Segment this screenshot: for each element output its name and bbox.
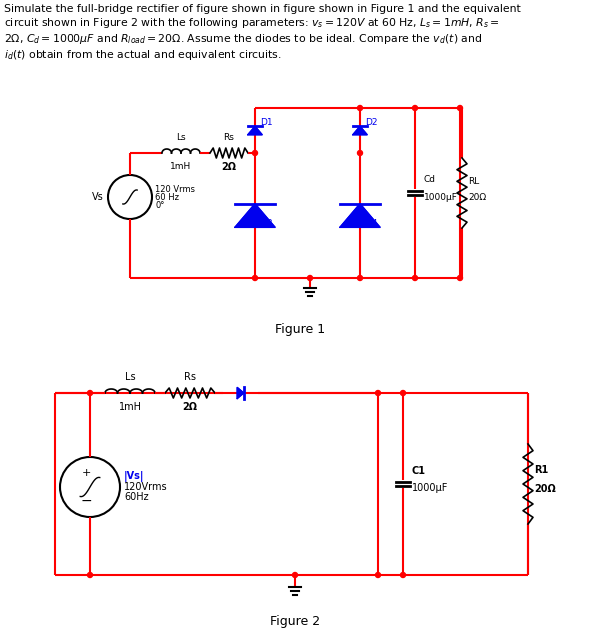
Text: 20Ω: 20Ω bbox=[468, 194, 486, 203]
Circle shape bbox=[293, 572, 297, 577]
Text: C1: C1 bbox=[412, 466, 426, 476]
Text: Figure 1: Figure 1 bbox=[275, 323, 325, 337]
Text: D4: D4 bbox=[365, 219, 377, 228]
Text: Vs: Vs bbox=[92, 192, 104, 202]
Circle shape bbox=[412, 275, 418, 280]
Polygon shape bbox=[248, 126, 262, 135]
Text: |Vs|: |Vs| bbox=[124, 472, 144, 482]
Text: RL: RL bbox=[468, 177, 479, 185]
Circle shape bbox=[376, 391, 380, 396]
Polygon shape bbox=[235, 204, 275, 227]
Circle shape bbox=[358, 275, 362, 280]
Circle shape bbox=[412, 106, 418, 111]
Text: 20Ω: 20Ω bbox=[534, 484, 556, 494]
Circle shape bbox=[400, 572, 406, 577]
Circle shape bbox=[88, 572, 93, 577]
Text: Simulate the full-bridge rectifier of figure shown in figure shown in Figure 1 a: Simulate the full-bridge rectifier of fi… bbox=[4, 4, 520, 62]
Text: D3: D3 bbox=[260, 219, 273, 228]
Text: 60 Hz: 60 Hz bbox=[155, 194, 179, 203]
Circle shape bbox=[358, 151, 362, 156]
Text: 2Ω: 2Ω bbox=[183, 402, 198, 412]
Circle shape bbox=[457, 275, 463, 280]
Text: Ls: Ls bbox=[176, 133, 186, 142]
Text: 120 Vrms: 120 Vrms bbox=[155, 185, 195, 194]
Circle shape bbox=[400, 391, 406, 396]
Text: R1: R1 bbox=[534, 465, 548, 475]
Polygon shape bbox=[340, 204, 380, 227]
Text: 2Ω: 2Ω bbox=[222, 162, 237, 172]
Text: D1: D1 bbox=[260, 118, 273, 127]
Text: Rs: Rs bbox=[224, 133, 234, 142]
Circle shape bbox=[376, 572, 380, 577]
Text: 1000μF: 1000μF bbox=[412, 483, 448, 493]
Text: Ls: Ls bbox=[124, 372, 135, 382]
Text: +: + bbox=[81, 468, 91, 479]
Circle shape bbox=[88, 391, 93, 396]
Text: Figure 2: Figure 2 bbox=[270, 615, 320, 629]
Text: 60Hz: 60Hz bbox=[124, 492, 148, 502]
Circle shape bbox=[457, 106, 463, 111]
Text: 0°: 0° bbox=[155, 201, 165, 211]
Text: 120Vrms: 120Vrms bbox=[124, 482, 168, 492]
Circle shape bbox=[252, 275, 257, 280]
Text: D2: D2 bbox=[365, 118, 377, 127]
Text: 1mH: 1mH bbox=[170, 162, 192, 171]
Text: Rs: Rs bbox=[184, 372, 196, 382]
Text: Cd: Cd bbox=[424, 175, 436, 184]
Polygon shape bbox=[237, 387, 244, 399]
Text: −: − bbox=[80, 494, 92, 508]
Circle shape bbox=[252, 151, 257, 156]
Circle shape bbox=[308, 275, 313, 280]
Text: 1000μF: 1000μF bbox=[424, 192, 458, 201]
Text: 1mH: 1mH bbox=[118, 402, 141, 412]
Polygon shape bbox=[353, 126, 367, 135]
Circle shape bbox=[358, 106, 362, 111]
